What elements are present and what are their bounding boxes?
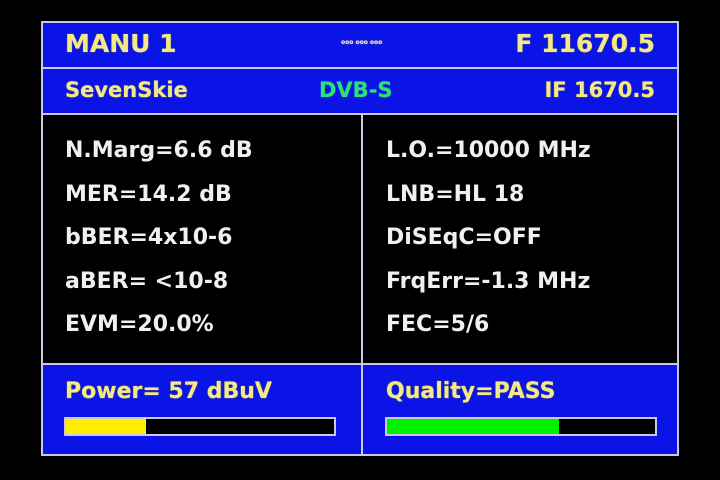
fec: FEC=5/6 [386,312,490,337]
mer: MER=14.2 dB [65,181,232,207]
divider [361,115,363,454]
center-indicator: ooo ooo ooo [341,39,383,46]
diseqc: DiSEqC=OFF [386,225,542,250]
mode-label: MANU 1 [65,29,177,58]
if-label: IF 1670.5 [544,78,655,102]
parameters-panel: N.Marg=6.6 dB MER=14.2 dB bBER=4x10-6 aB… [43,115,677,363]
header-row: MANU 1 ooo ooo ooo F 11670.5 [43,23,677,69]
aber: aBER= <10-8 [65,268,229,294]
power-label: Power= 57 dBuV [65,379,272,404]
evm: EVM=20.0% [65,312,214,337]
right-params: L.O.=10000 MHz LNB=HL 18 DiSEqC=OFF FrqE… [386,129,591,347]
bber: bBER=4x10-6 [65,225,233,250]
power-bar-fill [66,419,147,434]
left-params: N.Marg=6.6 dB MER=14.2 dB bBER=4x10-6 aB… [65,129,253,347]
level-panel: Power= 57 dBuV Quality=PASS [43,363,677,454]
subheader-row: SevenSkie DVB-S IF 1670.5 [43,69,677,115]
standard-label: DVB-S [319,78,393,102]
satellite-name: SevenSkie [65,78,188,102]
freq-error: FrqErr=-1.3 MHz [386,268,591,294]
meter-screen: MANU 1 ooo ooo ooo F 11670.5 SevenSkie D… [41,21,679,456]
frequency-label: F 11670.5 [515,29,655,58]
lnb: LNB=HL 18 [386,181,525,207]
quality-bar-fill [387,419,559,434]
noise-margin: N.Marg=6.6 dB [65,138,253,163]
quality-label: Quality=PASS [386,379,556,404]
quality-bar [385,417,657,436]
power-bar [64,417,336,436]
lo: L.O.=10000 MHz [386,138,591,163]
